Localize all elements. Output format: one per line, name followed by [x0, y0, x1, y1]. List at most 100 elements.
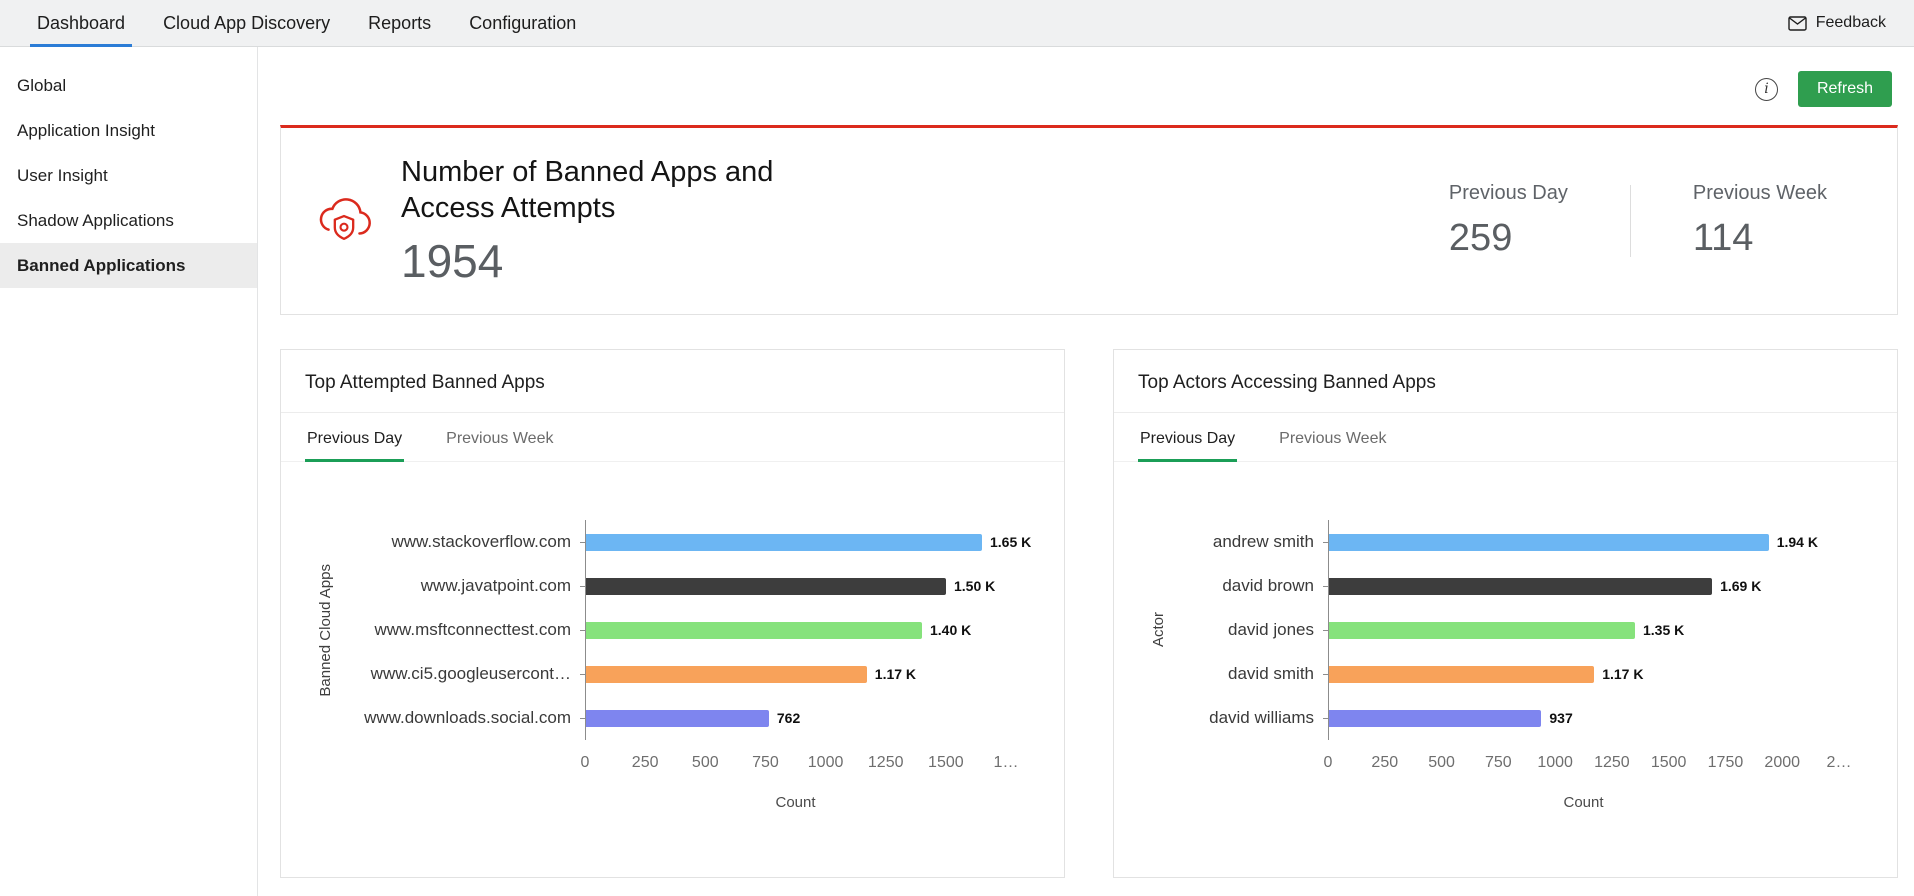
- x-tick-label: 1…: [993, 754, 1019, 771]
- x-tick-label: 250: [631, 754, 659, 771]
- bar-track: 762: [580, 696, 1006, 740]
- bar-track: 1.17 K: [1323, 652, 1839, 696]
- bar-value-label: 937: [1549, 710, 1573, 726]
- bar[interactable]: [1329, 577, 1713, 595]
- bar-track: 937: [1323, 696, 1839, 740]
- tab-configuration[interactable]: Configuration: [450, 0, 595, 47]
- sidebar-item-global[interactable]: Global: [17, 75, 67, 95]
- bar[interactable]: [586, 533, 982, 551]
- x-tick-label: 1000: [1537, 754, 1573, 771]
- chart-title: Top Actors Accessing Banned Apps: [1114, 350, 1897, 413]
- bar-track: 1.35 K: [1323, 608, 1839, 652]
- bar-value-label: 1.35 K: [1643, 622, 1685, 638]
- feedback-button[interactable]: Feedback: [1788, 14, 1886, 32]
- x-tick-label: 2000: [1764, 754, 1801, 771]
- chart-card-top-actors-banned-apps: Top Actors Accessing Banned Apps Previou…: [1113, 349, 1898, 878]
- chart-row: www.downloads.social.com 762: [345, 696, 1006, 740]
- tab-configuration-label: Configuration: [469, 12, 577, 33]
- x-tick-label: 2…: [1826, 754, 1852, 771]
- x-tick-label: 750: [1484, 754, 1512, 771]
- bar-track: 1.69 K: [1323, 564, 1839, 608]
- bar-value-label: 1.17 K: [874, 666, 917, 682]
- category-label: david smith: [1228, 664, 1314, 683]
- sidebar-item-shadow-applications[interactable]: Shadow Applications: [17, 210, 174, 230]
- chart-body: Actor andrew smith 1.94 K david brown 1.69 …: [1114, 520, 1897, 811]
- summary-title: Number of Banned Apps and Access Attempt…: [401, 155, 774, 224]
- content-toolbar: i Refresh: [258, 47, 1914, 125]
- refresh-button[interactable]: Refresh: [1797, 71, 1892, 107]
- chart-row: david williams 937: [1178, 696, 1839, 740]
- bar[interactable]: [1329, 665, 1595, 683]
- chart-tab-previous-day[interactable]: Previous Day: [305, 413, 405, 462]
- x-tick-label: 0: [1323, 754, 1333, 771]
- x-axis: 0 250 500 750 1000 1250 1500 1750 2000 2…: [1324, 754, 1852, 778]
- feedback-label: Feedback: [1815, 14, 1886, 31]
- chart-row: david brown 1.69 K: [1178, 564, 1839, 608]
- chart-row: www.ci5.googleusercont… 1.17 K: [345, 652, 1006, 696]
- sidebar-item-user-insight[interactable]: User Insight: [17, 165, 108, 185]
- bar[interactable]: [586, 577, 946, 595]
- x-tick-label: 500: [691, 754, 719, 771]
- bar-value-label: 1.69 K: [1720, 578, 1762, 594]
- info-icon[interactable]: i: [1754, 77, 1778, 101]
- bar-track: 1.40 K: [580, 608, 1006, 652]
- x-axis-title: Count: [1563, 794, 1604, 811]
- bar[interactable]: [586, 621, 922, 639]
- tab-dashboard-label: Dashboard: [37, 12, 126, 33]
- charts-row: Top Attempted Banned Apps Previous Day P…: [280, 349, 1898, 878]
- previous-week-value: 114: [1692, 217, 1754, 259]
- x-tick-label: 250: [1371, 754, 1399, 771]
- x-tick-label: 1250: [1594, 754, 1630, 771]
- chart-tab-previous-week[interactable]: Previous Week: [1279, 430, 1387, 447]
- x-tick-label: 750: [752, 754, 779, 771]
- chart-tab-previous-day[interactable]: Previous Day: [1138, 413, 1238, 462]
- tab-dashboard[interactable]: Dashboard: [18, 0, 144, 47]
- y-axis-label: Actor: [1149, 612, 1167, 648]
- category-label: www.stackoverflow.com: [391, 532, 572, 551]
- chart-row: david jones 1.35 K: [1178, 608, 1839, 652]
- chart-rows: www.stackoverflow.com 1.65 K www.javatpoin…: [345, 520, 1040, 740]
- x-tick-label: 1000: [807, 754, 844, 771]
- bar-track: 1.50 K: [580, 564, 1006, 608]
- bar[interactable]: [586, 709, 769, 727]
- sidebar-item-banned-applications[interactable]: Banned Applications: [0, 243, 257, 288]
- chart-card-top-attempted-banned-apps: Top Attempted Banned Apps Previous Day P…: [280, 349, 1065, 878]
- bar[interactable]: [1329, 621, 1635, 639]
- previous-day-label: Previous Day: [1448, 182, 1568, 204]
- bar-value-label: 1.94 K: [1776, 534, 1818, 550]
- top-navbar: Dashboard Cloud App Discovery Reports Co…: [0, 0, 1914, 47]
- sidebar-item-application-insight[interactable]: Application Insight: [17, 120, 155, 140]
- chart-row: david smith 1.17 K: [1178, 652, 1839, 696]
- tab-reports-label: Reports: [368, 12, 432, 33]
- chart-tab-previous-week[interactable]: Previous Week: [446, 430, 554, 447]
- envelope-icon: [1788, 15, 1807, 31]
- chart-row: www.stackoverflow.com 1.65 K: [345, 520, 1031, 564]
- bar[interactable]: [1329, 709, 1542, 727]
- bar-value-label: 1.50 K: [954, 578, 996, 594]
- tab-cloud-app-discovery-label: Cloud App Discovery: [163, 12, 331, 33]
- bar[interactable]: [586, 665, 867, 683]
- x-tick-label: 1500: [1650, 754, 1687, 771]
- chart-tabs: Previous Day Previous Week: [1114, 413, 1897, 462]
- chart-row: andrew smith 1.94 K: [1178, 520, 1839, 564]
- page-layout: Global Application Insight User Insight …: [0, 47, 1914, 896]
- bar-track: 1.94 K: [1323, 520, 1839, 564]
- x-tick-label: 1250: [867, 754, 904, 771]
- previous-week-block: Previous Week 114: [1693, 182, 1827, 260]
- bar[interactable]: [1329, 533, 1769, 551]
- cloud-shield-icon: [313, 190, 375, 253]
- summary-card: Number of Banned Apps and Access Attempt…: [280, 125, 1898, 315]
- chart-tabs: Previous Day Previous Week: [281, 413, 1064, 462]
- summary-total-value: 1954: [401, 235, 504, 288]
- category-label: www.ci5.googleusercont…: [370, 664, 571, 683]
- chart-title: Top Attempted Banned Apps: [281, 350, 1064, 413]
- tab-reports[interactable]: Reports: [349, 0, 450, 47]
- previous-day-block: Previous Day 259: [1449, 182, 1568, 260]
- x-tick-label: 500: [1428, 754, 1455, 771]
- y-axis-label-col: Banned Cloud Apps: [305, 520, 345, 740]
- bar-value-label: 1.40 K: [930, 622, 972, 638]
- tab-cloud-app-discovery[interactable]: Cloud App Discovery: [144, 0, 349, 47]
- summary-divider: [1629, 185, 1631, 257]
